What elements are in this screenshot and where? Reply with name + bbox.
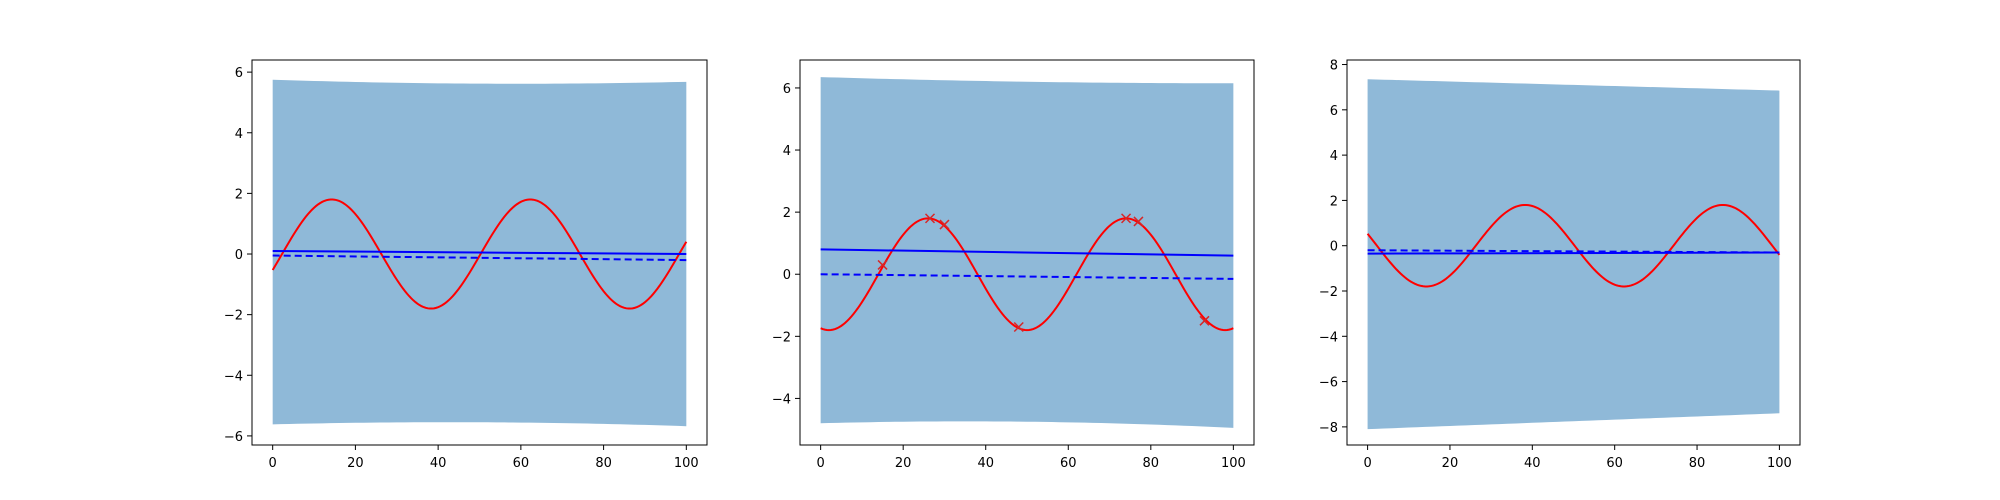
y-tick-label: 6 <box>1330 104 1338 119</box>
subplot-3: 0 20 40 60 80 100 −8 −6 −4 −2 0 2 4 6 8 <box>1319 59 1801 471</box>
x-tick-label: 80 <box>595 456 612 471</box>
x-tick-label: 40 <box>1524 456 1541 471</box>
observation-marker <box>1121 213 1132 224</box>
x-tick-label: 0 <box>816 456 824 471</box>
x-tick-label: 0 <box>1363 456 1371 471</box>
x-tick-label: 100 <box>1767 456 1792 471</box>
axes-frame <box>799 59 1255 446</box>
mean-line-solid <box>1367 251 1780 255</box>
observation-marker <box>939 219 950 230</box>
mean-line-solid <box>820 248 1234 257</box>
y-tick-label: −2 <box>224 309 243 324</box>
axes-frame <box>1346 59 1801 446</box>
axes-frame <box>251 59 708 446</box>
mean-line-dashed <box>272 254 687 262</box>
y-tick-label: 2 <box>1330 194 1338 209</box>
mean-line-dashed <box>1367 249 1780 254</box>
true-function-line <box>1366 203 1781 288</box>
x-tick-label: 60 <box>513 456 530 471</box>
observation-marker <box>1133 216 1144 227</box>
y-tick-label: −4 <box>224 369 243 384</box>
true-function-line <box>271 198 688 310</box>
x-tick-label: 80 <box>1689 456 1706 471</box>
x-tick-label: 40 <box>977 456 994 471</box>
mean-line-solid <box>272 249 687 256</box>
y-tick-label: 4 <box>235 127 243 142</box>
y-tick-label: −8 <box>1319 421 1338 436</box>
y-tick-label: −4 <box>772 392 791 407</box>
x-tick-label: 20 <box>895 456 912 471</box>
x-tick-label: 60 <box>1060 456 1077 471</box>
confidence-band <box>1367 79 1780 430</box>
x-tick-label: 100 <box>1221 456 1246 471</box>
y-tick-label: 2 <box>783 206 791 221</box>
x-tick-label: 60 <box>1606 456 1623 471</box>
y-tick-label: 8 <box>1330 59 1338 74</box>
subplot-2: 0 20 40 60 80 100 −4 −2 0 2 4 6 <box>772 59 1255 471</box>
x-tick-label: 40 <box>430 456 447 471</box>
observation-marker <box>1013 321 1024 333</box>
y-tick-label: 0 <box>235 248 243 263</box>
y-tick-label: 2 <box>235 187 243 202</box>
y-tick-label: −4 <box>1319 330 1338 345</box>
y-tick-label: −2 <box>772 330 791 345</box>
observation-marker <box>877 259 888 270</box>
mean-line-dashed <box>820 273 1234 280</box>
x-tick-label: 0 <box>269 456 277 471</box>
x-tick-label: 100 <box>674 456 699 471</box>
y-tick-label: 4 <box>1330 149 1338 164</box>
subplot-1: 0 20 40 60 80 100 −6 −4 −2 0 2 4 6 <box>224 59 708 471</box>
observation-marker <box>924 213 936 224</box>
y-tick-label: 4 <box>783 144 791 159</box>
y-tick-label: −6 <box>224 430 243 445</box>
y-tick-label: 0 <box>783 268 791 283</box>
y-tick-label: 0 <box>1330 240 1338 255</box>
x-tick-label: 20 <box>347 456 364 471</box>
x-tick-label: 20 <box>1442 456 1459 471</box>
y-tick-label: 6 <box>235 66 243 81</box>
observation-marker <box>1199 315 1210 326</box>
y-tick-label: 6 <box>783 82 791 97</box>
y-tick-label: −2 <box>1319 285 1338 300</box>
y-tick-label: −6 <box>1319 376 1338 391</box>
x-tick-label: 80 <box>1143 456 1160 471</box>
